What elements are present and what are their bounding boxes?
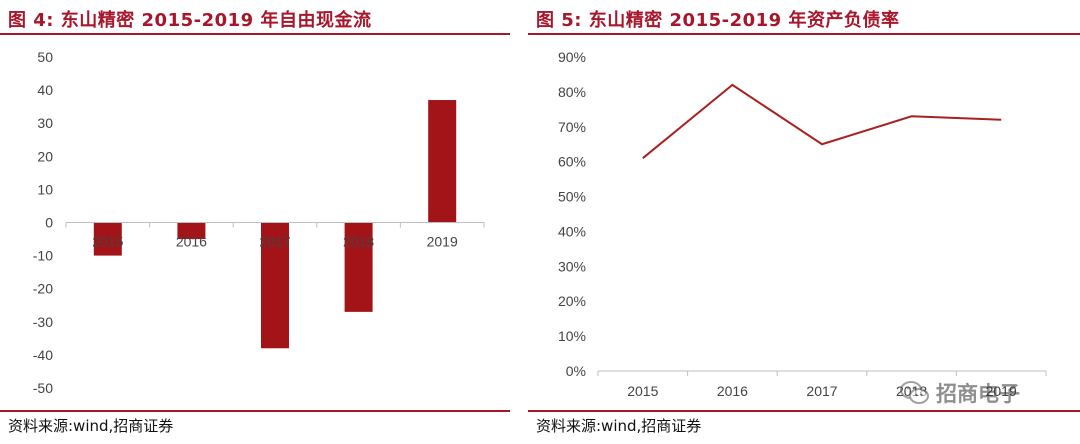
title-divider (0, 33, 510, 35)
debt-ratio-line-chart: 90% 80% 70% 60% 50% 40% 30% 20% 10% 0% 2015 2016 201… (558, 49, 1047, 399)
source-divider (0, 410, 510, 412)
x-tick-label: 2016 (176, 234, 207, 250)
series-line (642, 83, 1002, 159)
wechat-icon (900, 381, 929, 404)
y-tick-label: 90% (558, 49, 586, 65)
watermark-text: 招商电子 (936, 382, 1020, 406)
source-divider (528, 410, 1080, 412)
figure-5-title: 图 5: 东山精密 2015-2019 年资产负债率 (536, 10, 900, 31)
bar (428, 100, 457, 223)
bar (177, 222, 206, 240)
bar (344, 222, 373, 312)
y-tick-label: -20 (33, 281, 53, 297)
y-tick-label: 80% (558, 84, 586, 100)
x-tick-label: 2019 (427, 234, 458, 250)
x-tick-label: 2015 (627, 383, 658, 399)
y-tick-label: -50 (33, 380, 53, 396)
bar (261, 222, 289, 349)
watermark: 招商电子 (900, 378, 1020, 408)
free-cash-flow-bar-chart: 50 40 30 20 10 0 -10 -20 -30 -40 -50 2015 2016 2017 20… (33, 49, 485, 396)
figure-4-title: 图 4: 东山精密 2015-2019 年自由现金流 (8, 10, 372, 31)
x-tick-label: 2015 (92, 234, 123, 250)
figure-4-source: 资料来源:wind,招商证券 (8, 417, 174, 435)
y-tick-label: -30 (33, 314, 53, 330)
y-tick-label: 40% (558, 223, 586, 239)
y-tick-label: 30% (558, 258, 586, 274)
y-tick-label: 70% (558, 119, 586, 135)
x-tick-label: 2016 (717, 383, 748, 399)
y-tick-label: -10 (33, 248, 53, 264)
figure-5-panel: 图 5: 东山精密 2015-2019 年资产负债率 90% 80% 70% 60% 5… (528, 0, 1080, 444)
y-tick-label: -40 (33, 347, 53, 363)
y-tick-label: 0% (566, 363, 586, 379)
y-tick-label: 30 (37, 115, 53, 131)
y-tick-label: 10% (558, 328, 586, 344)
y-tick-label: 0 (45, 215, 53, 231)
y-tick-label: 20% (558, 293, 586, 309)
y-tick-label: 20 (37, 148, 53, 164)
x-tick-label: 2017 (259, 234, 290, 250)
x-tick-label: 2017 (806, 383, 837, 399)
y-tick-label: 50% (558, 189, 586, 205)
bar (93, 222, 122, 256)
x-tick-label: 2019 (986, 383, 1017, 399)
y-tick-label: 40 (37, 82, 53, 98)
figure-4-panel: 图 4: 东山精密 2015-2019 年自由现金流 50 40 30 20 10 0 -1… (0, 0, 510, 444)
y-tick-label: 50 (37, 49, 53, 65)
figure-5-source: 资料来源:wind,招商证券 (536, 417, 702, 435)
y-tick-label: 10 (37, 181, 53, 197)
y-tick-label: 60% (558, 154, 586, 170)
title-divider (528, 33, 1080, 35)
x-tick-label: 2018 (343, 234, 374, 250)
